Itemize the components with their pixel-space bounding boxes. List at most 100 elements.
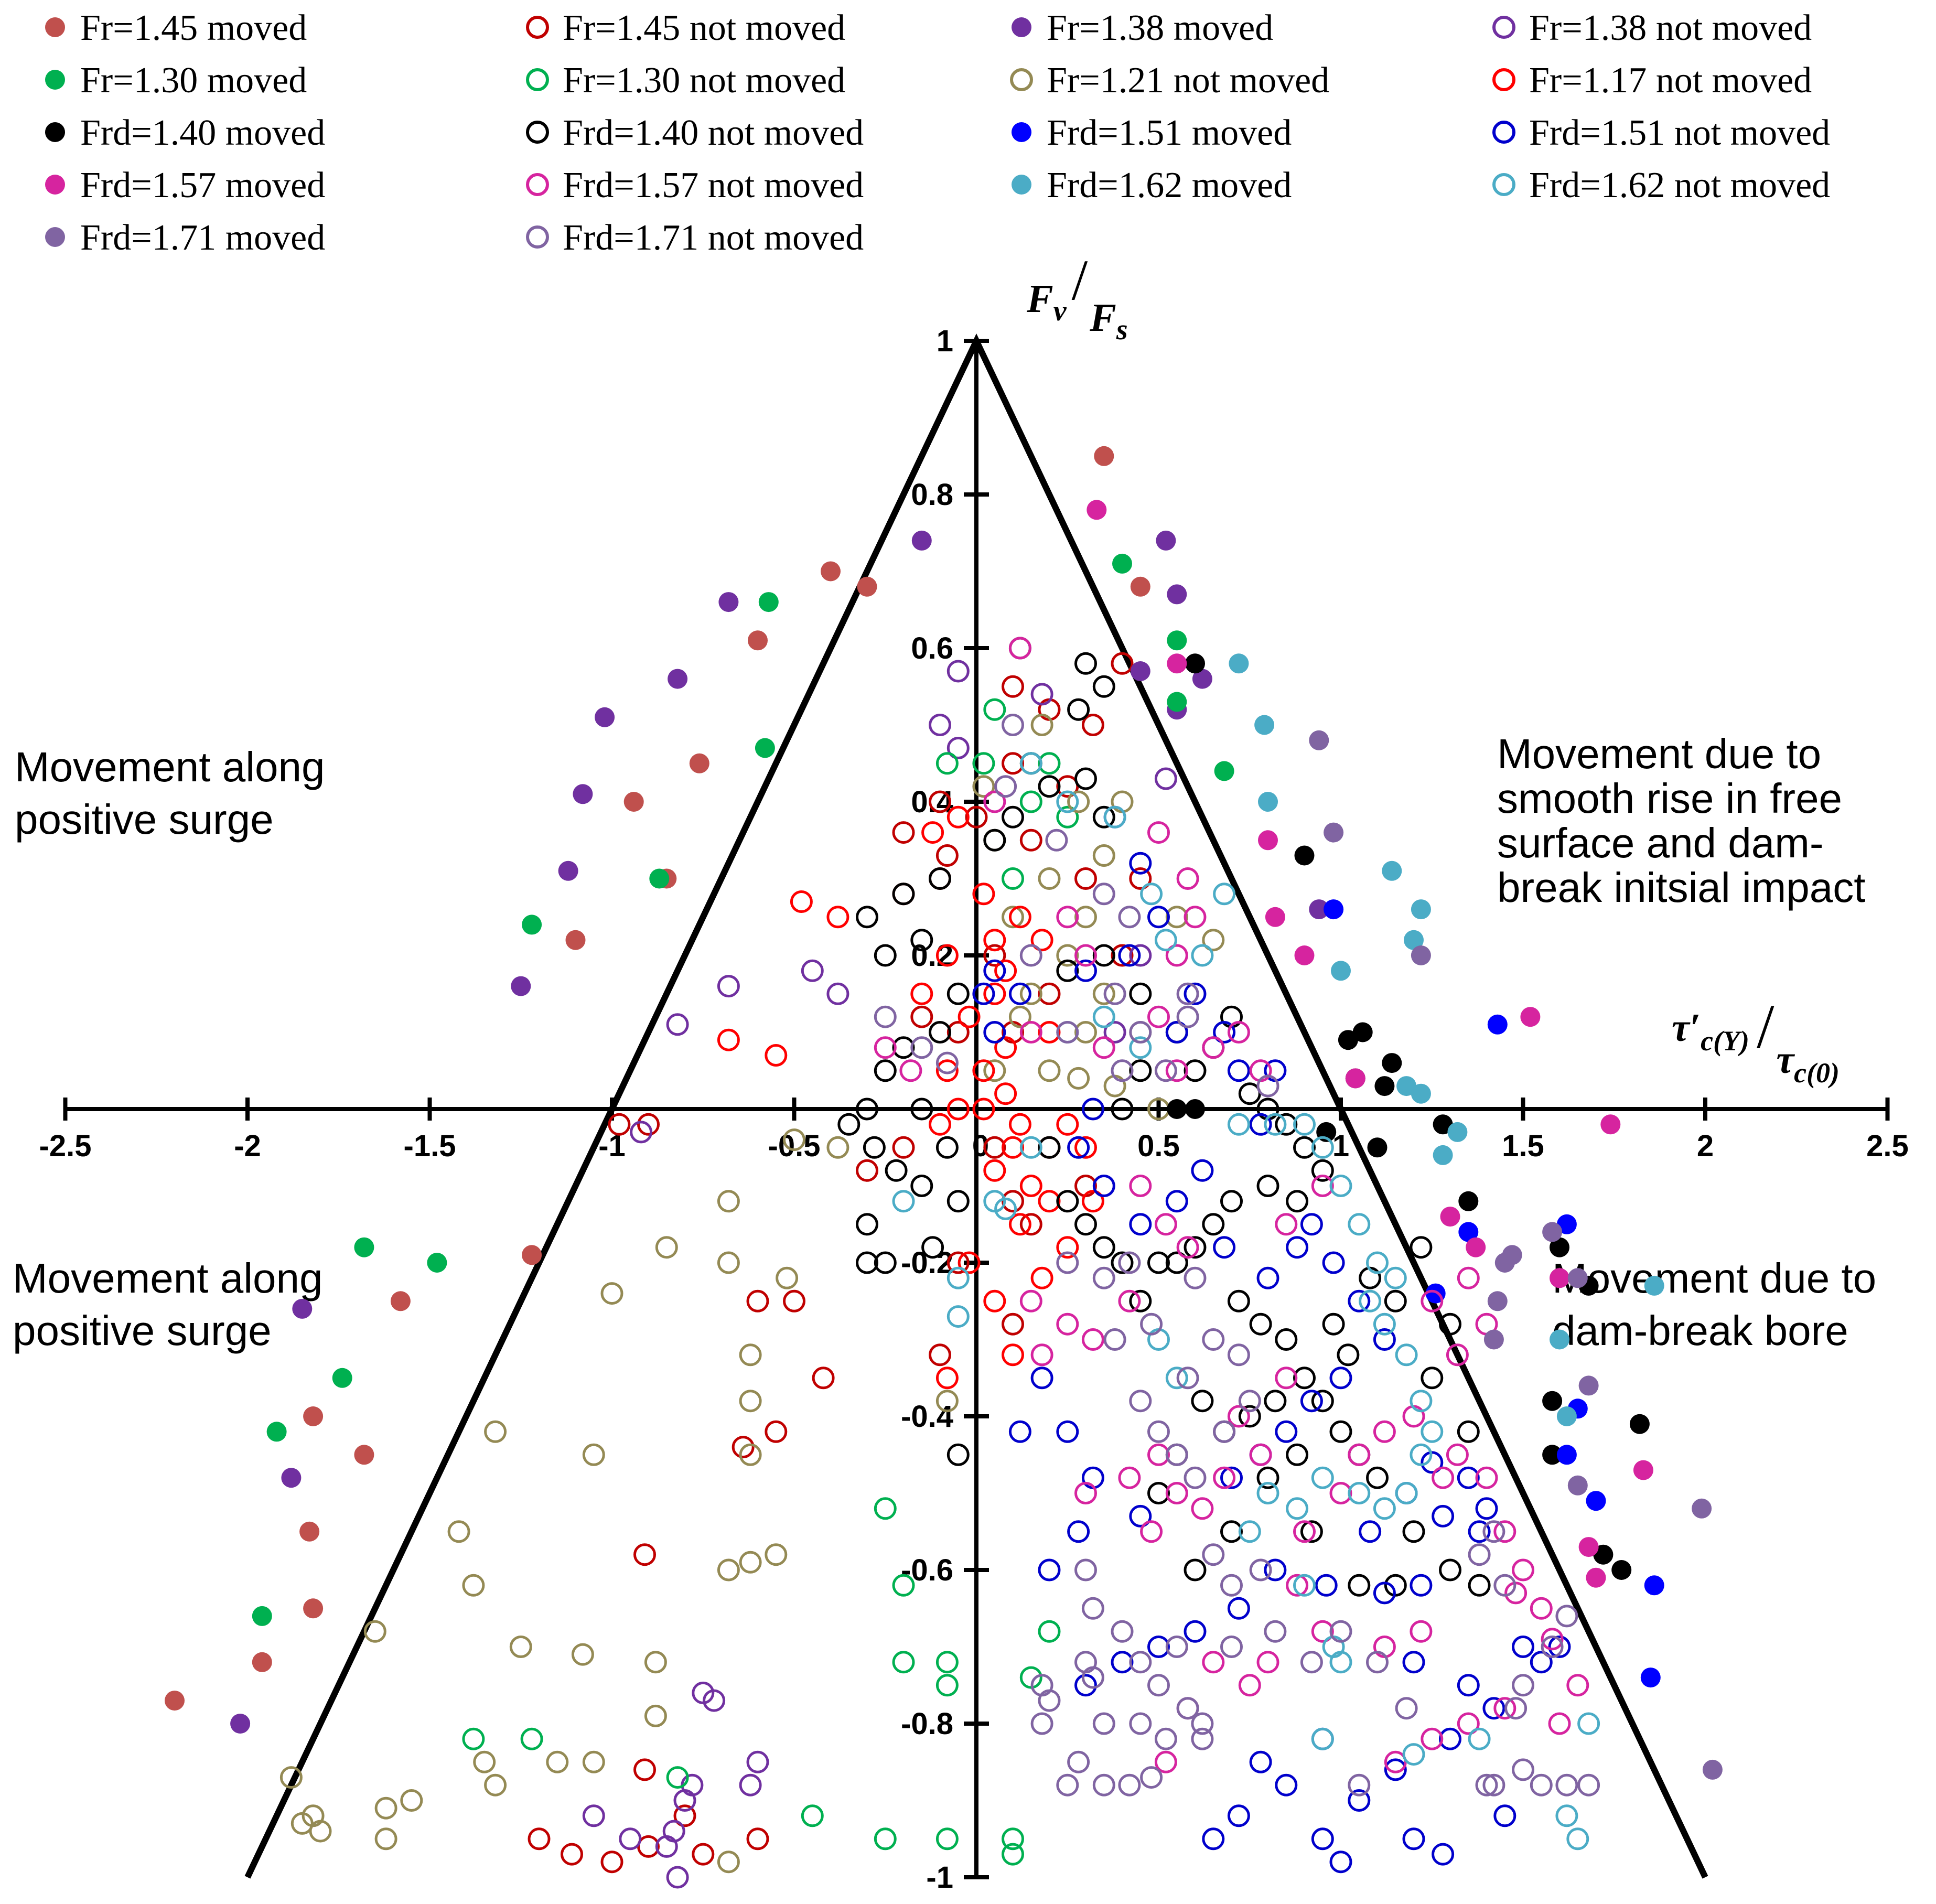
axes: -2.5 -2 -1.5 -1 -0.5 0.5 1 1.5 2 2.50-1-0.8-0.6-0… <box>39 324 1909 1895</box>
data-point <box>608 1113 631 1136</box>
data-point <box>1447 1122 1468 1142</box>
data-point <box>1337 1343 1360 1367</box>
data-point <box>1067 1750 1090 1773</box>
data-point <box>1220 1520 1243 1543</box>
data-point <box>1103 805 1126 829</box>
data-point <box>1154 1059 1177 1082</box>
data-point <box>1008 982 1031 1005</box>
data-point <box>983 944 1006 967</box>
data-point <box>520 1727 543 1750</box>
data-point <box>1184 1059 1207 1082</box>
data-point <box>1165 944 1188 967</box>
data-point <box>1092 1773 1115 1797</box>
data-point <box>1556 1445 1577 1465</box>
data-point <box>303 1406 324 1426</box>
data-point <box>1382 860 1402 881</box>
series-9 <box>837 637 1491 1597</box>
data-point <box>1329 1175 1352 1197</box>
data-point <box>692 1843 715 1866</box>
data-point <box>935 752 959 775</box>
data-point <box>332 1368 352 1388</box>
data-point <box>1202 1543 1225 1566</box>
data-point <box>1254 715 1275 735</box>
data-point <box>252 1652 272 1672</box>
data-point <box>1184 1466 1207 1489</box>
series-6 <box>279 714 1225 1874</box>
data-point <box>1348 1789 1371 1812</box>
legend-marker <box>1012 122 1031 142</box>
data-point <box>1056 944 1079 967</box>
data-point <box>885 1159 908 1182</box>
data-point <box>1331 961 1351 981</box>
data-point <box>637 1113 660 1136</box>
data-point <box>874 1059 897 1082</box>
data-point <box>1227 1289 1250 1313</box>
data-point <box>1038 1620 1061 1643</box>
data-point <box>1019 752 1042 775</box>
data-point <box>1056 790 1079 813</box>
data-point <box>600 1851 623 1874</box>
y-tick-label: -0.2 <box>901 1246 953 1280</box>
data-point <box>522 1245 542 1265</box>
data-point <box>1008 1420 1031 1443</box>
data-point <box>1019 982 1042 1005</box>
data-point <box>1373 1582 1396 1605</box>
x-tick-label: 2 <box>1697 1129 1714 1163</box>
data-point <box>1191 1727 1214 1750</box>
data-point <box>892 1036 915 1059</box>
data-point <box>1329 1851 1352 1874</box>
data-point <box>1167 653 1187 674</box>
data-point <box>1184 1558 1207 1582</box>
data-point <box>1249 1558 1272 1582</box>
y-tick-label: 1 <box>937 324 953 358</box>
data-point <box>1147 1636 1170 1658</box>
data-point <box>1421 1367 1444 1390</box>
data-points <box>165 446 1723 1889</box>
data-point <box>1411 1083 1431 1104</box>
data-point <box>1002 906 1024 929</box>
data-point <box>673 1804 696 1827</box>
data-point <box>910 929 933 952</box>
data-point <box>1038 1558 1061 1582</box>
data-point <box>1118 1466 1141 1489</box>
data-point <box>1300 1651 1323 1674</box>
data-point <box>1348 1213 1371 1236</box>
data-point <box>1002 1843 1024 1866</box>
data-point <box>765 1543 788 1566</box>
data-point <box>1329 1367 1352 1390</box>
data-point <box>281 1468 302 1488</box>
data-point <box>1081 1098 1104 1121</box>
data-point <box>947 1021 970 1044</box>
data-point <box>1555 1773 1578 1797</box>
data-point <box>644 1704 667 1727</box>
data-point <box>1019 1175 1042 1197</box>
data-point <box>1019 790 1042 813</box>
data-point <box>1176 1005 1199 1028</box>
data-point <box>1293 1136 1316 1159</box>
data-point <box>1264 1620 1287 1643</box>
legend-item: Frd=1.40 moved <box>45 113 325 153</box>
data-point <box>1184 906 1207 929</box>
data-point <box>1147 1005 1170 1028</box>
data-point <box>1541 1636 1564 1658</box>
data-point <box>1600 1114 1621 1135</box>
data-point <box>1165 1021 1188 1044</box>
data-point <box>1493 1697 1516 1720</box>
data-point <box>1129 1712 1152 1735</box>
data-point <box>1504 1697 1528 1720</box>
data-point <box>1092 1266 1115 1289</box>
data-point <box>1410 1443 1433 1466</box>
data-point <box>1002 867 1024 890</box>
legend-label: Frd=1.57 not moved <box>563 165 864 206</box>
data-point <box>1264 1113 1287 1136</box>
data-point <box>1440 1207 1460 1227</box>
data-point <box>972 1059 995 1082</box>
data-point <box>717 1851 740 1874</box>
data-point <box>1556 1406 1577 1426</box>
data-point <box>746 1827 769 1851</box>
data-point <box>1074 1482 1097 1504</box>
data-point <box>1457 1420 1480 1443</box>
data-point <box>1165 1190 1188 1213</box>
data-point <box>947 1305 970 1328</box>
legend-item: Frd=1.40 not moved <box>526 113 864 153</box>
